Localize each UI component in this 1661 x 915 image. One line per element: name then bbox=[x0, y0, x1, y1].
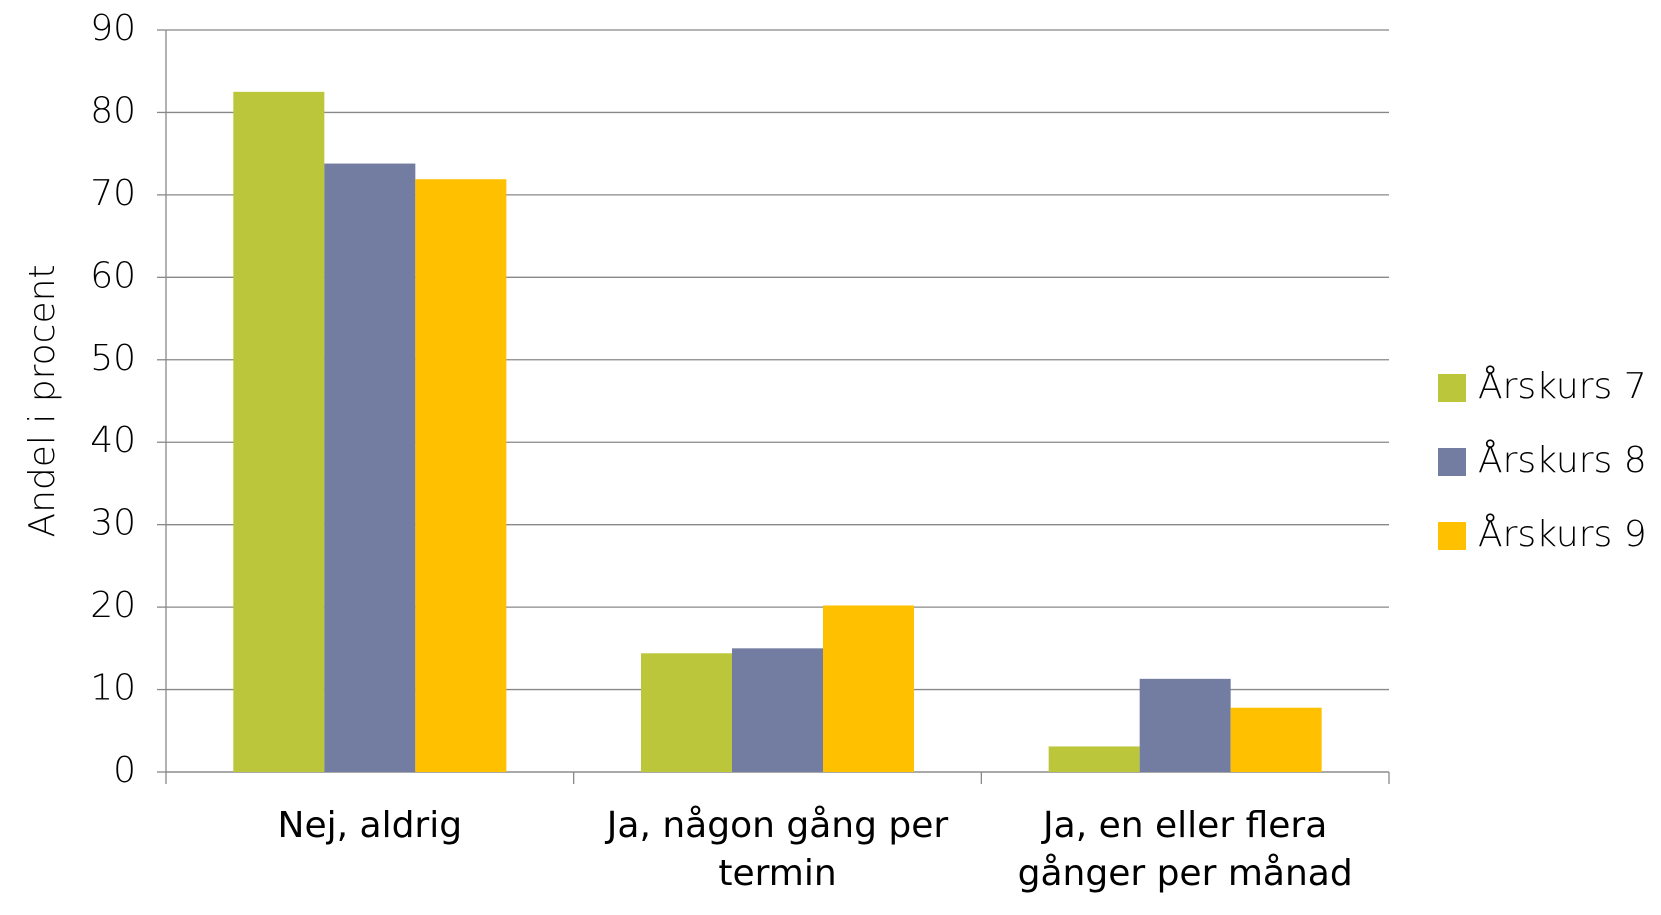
legend-label: Årskurs 8 bbox=[1478, 439, 1647, 481]
legend-swatch bbox=[1438, 448, 1466, 476]
x-tick-label: Ja, någon gång per termin bbox=[606, 805, 949, 894]
bar bbox=[1230, 707, 1322, 772]
legend-label: Årskurs 7 bbox=[1478, 365, 1647, 407]
y-tick-label: 40 bbox=[90, 420, 136, 461]
y-tick-label: 60 bbox=[90, 255, 136, 296]
bar bbox=[1139, 678, 1231, 772]
y-tick-label: 50 bbox=[90, 338, 136, 379]
bar bbox=[823, 605, 914, 772]
legend-swatch bbox=[1438, 522, 1466, 550]
x-tick-label: Ja, en eller flera gånger per månad bbox=[1017, 805, 1353, 894]
y-tick-label: 70 bbox=[90, 173, 136, 214]
x-tick-label: Nej, aldrig bbox=[277, 805, 463, 846]
bar bbox=[1048, 746, 1140, 772]
y-tick-label: 90 bbox=[90, 8, 136, 49]
y-tick-label: 10 bbox=[90, 668, 136, 709]
bar bbox=[732, 648, 823, 772]
y-axis-label: Andel i procent bbox=[22, 264, 63, 537]
legend-label: Årskurs 9 bbox=[1478, 513, 1647, 555]
bar bbox=[415, 179, 507, 773]
legend-swatch bbox=[1438, 374, 1466, 402]
y-tick-label: 80 bbox=[90, 90, 136, 131]
bar bbox=[641, 653, 732, 772]
bar bbox=[233, 91, 325, 773]
y-tick-label: 30 bbox=[90, 503, 136, 544]
y-tick-label: 20 bbox=[90, 585, 136, 626]
bar bbox=[324, 163, 416, 772]
y-tick-label: 0 bbox=[113, 750, 136, 791]
